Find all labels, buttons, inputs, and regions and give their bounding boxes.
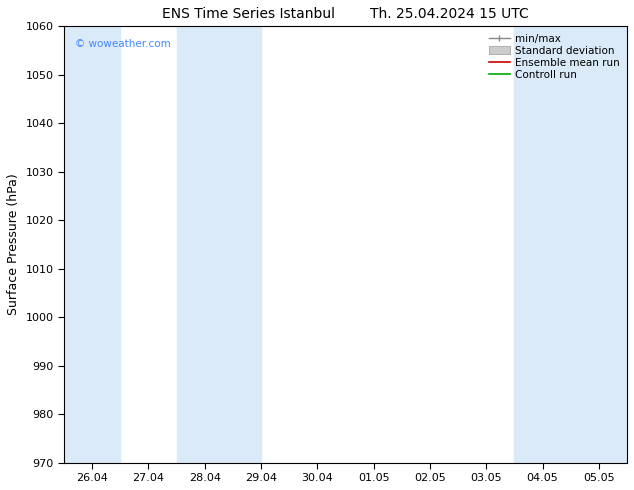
- Bar: [64, 26, 120, 463]
- Bar: [177, 26, 261, 463]
- Title: ENS Time Series Istanbul        Th. 25.04.2024 15 UTC: ENS Time Series Istanbul Th. 25.04.2024 …: [162, 7, 529, 21]
- Y-axis label: Surface Pressure (hPa): Surface Pressure (hPa): [7, 173, 20, 316]
- Bar: [514, 26, 627, 463]
- Legend: min/max, Standard deviation, Ensemble mean run, Controll run: min/max, Standard deviation, Ensemble me…: [485, 29, 624, 84]
- Text: © woweather.com: © woweather.com: [75, 39, 171, 49]
